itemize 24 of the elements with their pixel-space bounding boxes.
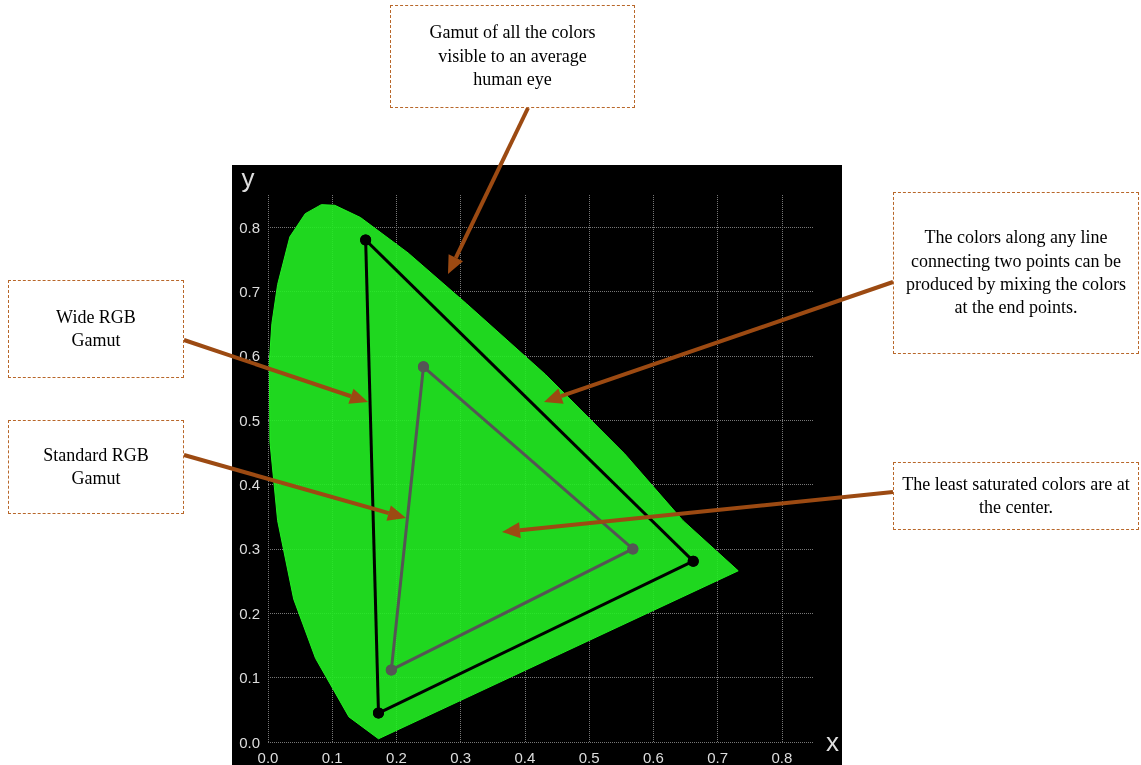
text: Wide RGB Gamut xyxy=(8,280,184,378)
text: The colors along any line connecting two points can be produced by mixing the colors at the end points. xyxy=(893,192,1139,354)
x-axis-title: x xyxy=(826,727,839,757)
text: Gamut of all the colors visible to an average human eye xyxy=(390,5,635,108)
y-tick-label: 0.2 xyxy=(239,604,260,622)
x-tick-label: 0.7 xyxy=(707,749,729,765)
x-tick-label: 0.0 xyxy=(257,749,279,765)
y-tick-label: 0.0 xyxy=(239,733,260,751)
x-tick-label: 0.3 xyxy=(450,749,472,765)
y-tick-label: 0.7 xyxy=(239,283,260,301)
y-tick-label: 0.4 xyxy=(239,476,260,494)
y-tick-label: 0.1 xyxy=(239,669,260,687)
y-axis-title: y xyxy=(241,163,255,193)
text: Standard RGB Gamut xyxy=(8,420,184,514)
y-tick-label: 0.5 xyxy=(239,411,260,429)
x-tick-label: 0.2 xyxy=(386,749,407,765)
x-tick-label: 0.8 xyxy=(771,749,793,765)
x-tick-label: 0.4 xyxy=(514,749,536,765)
x-tick-label: 0.1 xyxy=(321,749,343,765)
x-tick-label: 0.5 xyxy=(578,749,600,765)
y-tick-label: 0.3 xyxy=(239,540,260,558)
text: The least saturated colors are at the center. xyxy=(893,462,1139,530)
y-tick-label: 0.8 xyxy=(239,218,260,236)
x-tick-label: 0.6 xyxy=(642,749,664,765)
